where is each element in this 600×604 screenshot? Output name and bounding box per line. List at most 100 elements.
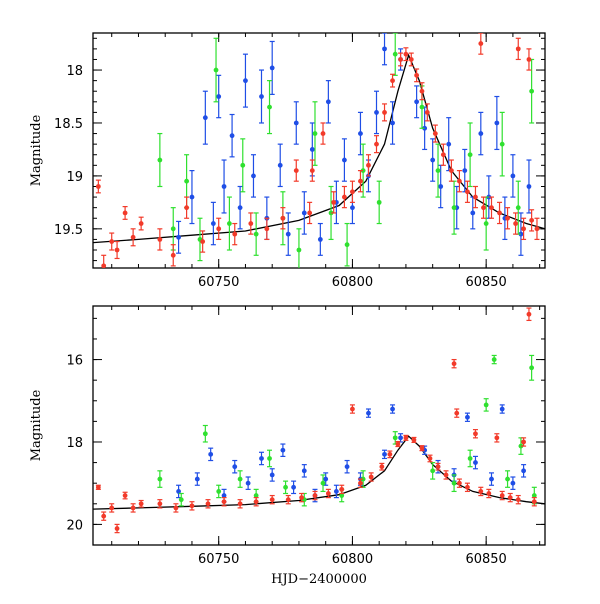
data-point xyxy=(259,94,264,99)
data-point xyxy=(339,493,345,498)
data-point xyxy=(360,476,366,482)
data-point xyxy=(109,505,115,511)
data-point xyxy=(403,51,409,57)
data-point xyxy=(478,131,484,136)
data-point xyxy=(350,189,355,195)
data-point xyxy=(237,476,243,482)
data-point xyxy=(483,402,489,408)
data-point xyxy=(264,226,270,232)
data-point xyxy=(221,184,227,189)
data-point xyxy=(497,210,502,216)
data-point xyxy=(293,168,299,174)
data-point xyxy=(467,152,473,158)
data-point xyxy=(277,162,283,168)
data-point xyxy=(414,72,420,78)
data-point xyxy=(350,406,355,412)
data-point xyxy=(529,217,535,223)
data-point xyxy=(499,493,505,498)
data-point xyxy=(422,125,428,131)
data-point xyxy=(454,410,460,416)
data-point xyxy=(221,499,227,505)
data-point xyxy=(202,115,208,121)
data-point xyxy=(358,480,363,486)
data-point xyxy=(95,184,101,189)
data-point xyxy=(473,431,478,437)
data-point xyxy=(499,141,505,147)
data-point xyxy=(491,357,497,362)
data-point xyxy=(245,480,251,486)
data-point xyxy=(331,199,337,205)
data-point xyxy=(510,480,516,486)
data-point xyxy=(451,480,457,486)
data-point xyxy=(392,435,398,441)
data-point xyxy=(382,451,387,457)
data-point xyxy=(317,237,323,242)
data-point xyxy=(130,234,136,240)
data-point xyxy=(505,476,510,482)
data-point xyxy=(451,205,457,211)
data-point xyxy=(240,162,246,168)
data-point xyxy=(309,147,315,152)
data-point xyxy=(189,503,195,509)
y-tick-label: 18.5 xyxy=(54,117,83,132)
data-point xyxy=(414,99,420,105)
data-point xyxy=(138,501,144,507)
data-point xyxy=(95,484,101,490)
data-point xyxy=(419,88,425,94)
data-point xyxy=(312,493,318,498)
data-point xyxy=(299,495,305,501)
data-point xyxy=(467,456,473,461)
data-point xyxy=(325,491,331,496)
data-point xyxy=(101,513,107,519)
data-point xyxy=(374,109,379,115)
data-point xyxy=(307,210,313,216)
plot-area xyxy=(93,33,545,268)
data-point xyxy=(227,221,232,226)
data-point xyxy=(213,67,219,73)
data-point xyxy=(398,57,403,62)
data-point xyxy=(232,231,238,237)
series-1 xyxy=(157,33,535,268)
data-point xyxy=(486,491,492,496)
data-point xyxy=(157,476,163,482)
data-point xyxy=(202,431,208,437)
data-point xyxy=(269,497,275,503)
data-point xyxy=(221,493,227,498)
data-point xyxy=(344,242,350,248)
data-point xyxy=(457,480,462,486)
data-point xyxy=(296,247,302,253)
data-point xyxy=(446,141,452,147)
data-point xyxy=(521,226,527,232)
data-point xyxy=(320,480,326,486)
x-tick-label: 60750 xyxy=(198,552,239,567)
data-point xyxy=(339,486,345,492)
data-point xyxy=(358,178,363,184)
model-curve xyxy=(93,435,545,510)
data-point xyxy=(269,65,275,71)
data-point xyxy=(382,46,387,52)
data-point xyxy=(470,210,476,216)
data-point xyxy=(486,194,492,200)
data-point xyxy=(237,501,243,507)
data-point xyxy=(189,194,195,200)
data-point xyxy=(114,526,120,531)
data-point xyxy=(382,109,387,115)
data-point xyxy=(280,215,286,221)
data-point xyxy=(515,205,521,211)
data-point xyxy=(323,476,329,482)
x-tick-label: 60750 xyxy=(198,275,239,290)
data-point xyxy=(478,41,484,46)
y-tick-label: 18 xyxy=(66,64,83,79)
data-point xyxy=(253,499,259,505)
data-point xyxy=(325,99,331,105)
plot-frame xyxy=(92,305,546,546)
chart-panel-top: 60750 60800 60850 18 18.5 19 19.5 Magnitude xyxy=(29,32,546,290)
x-tick-label: 60850 xyxy=(465,552,506,567)
data-point xyxy=(465,414,470,420)
data-point xyxy=(301,468,307,474)
data-point xyxy=(390,406,395,412)
data-point xyxy=(489,476,494,482)
data-point xyxy=(481,205,486,211)
